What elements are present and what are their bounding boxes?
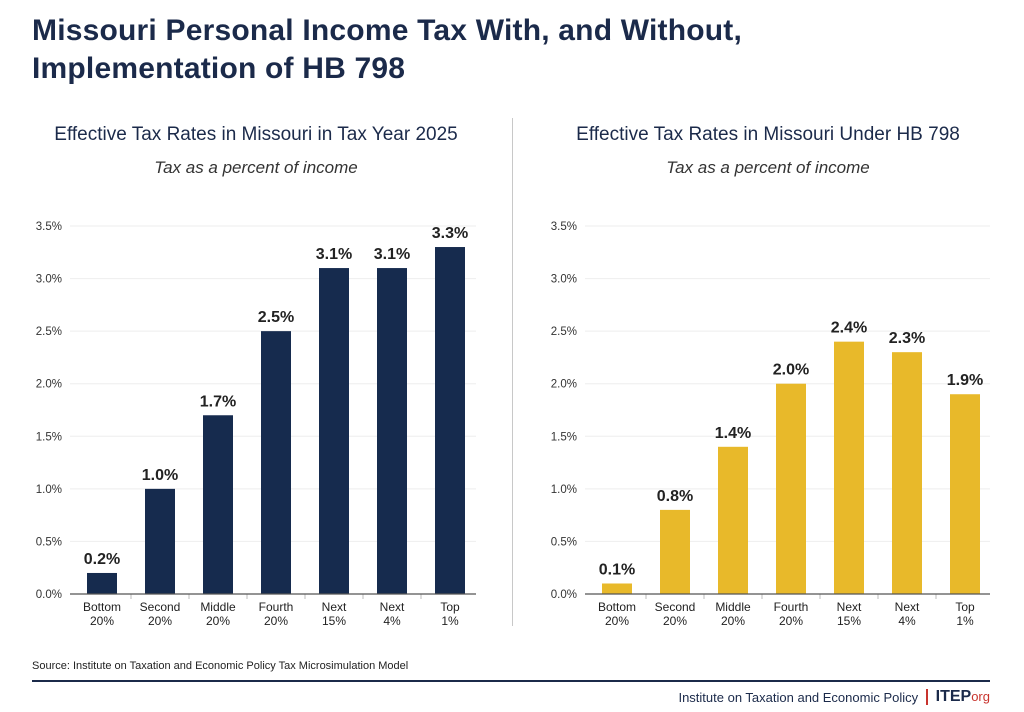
left-x-tick-label: Fourth <box>259 600 294 614</box>
left-chart-title: Effective Tax Rates in Missouri in Tax Y… <box>54 124 458 145</box>
right-chart-title: Effective Tax Rates in Missouri Under HB… <box>576 124 960 145</box>
right-y-tick-label: 2.0% <box>551 379 577 391</box>
left-y-tick-label: 3.5% <box>36 221 62 233</box>
left-bar <box>319 268 349 594</box>
footer-rule <box>32 680 990 682</box>
right-bar <box>718 446 748 594</box>
left-x-tick-label: Middle <box>200 600 236 614</box>
left-y-tick-label: 2.5% <box>36 326 62 338</box>
left-x-tick-label: 20% <box>90 614 114 628</box>
right-y-tick-label: 2.5% <box>551 326 577 338</box>
right-data-label: 0.8% <box>657 488 693 505</box>
left-y-tick-label: 3.0% <box>36 274 62 286</box>
itep-logo: ITEPorg <box>936 688 990 706</box>
right-bar <box>776 383 806 594</box>
right-data-label: 1.9% <box>947 372 983 389</box>
right-data-label: 2.4% <box>831 320 867 337</box>
right-y-tick-label: 3.0% <box>551 274 577 286</box>
right-bar <box>950 394 980 594</box>
right-x-tick-label: 4% <box>898 614 916 628</box>
left-y-tick-label: 2.0% <box>36 379 62 391</box>
source-note: Source: Institute on Taxation and Econom… <box>32 660 409 672</box>
left-x-tick-label: 4% <box>383 614 401 628</box>
left-x-tick-label: 1% <box>441 614 459 628</box>
left-data-label: 2.5% <box>258 309 294 326</box>
right-y-tick-label: 1.5% <box>551 431 577 443</box>
left-chart-subtitle: Tax as a percent of income <box>154 158 358 177</box>
right-data-label: 1.4% <box>715 425 751 442</box>
right-y-tick-label: 3.5% <box>551 221 577 233</box>
right-x-tick-label: Next <box>895 600 920 614</box>
title-line-2: Implementation of HB 798 <box>32 52 406 85</box>
left-x-tick-label: Top <box>440 600 460 614</box>
right-x-tick-label: 15% <box>837 614 861 628</box>
left-data-label: 3.3% <box>432 225 468 242</box>
footer-org-name: Institute on Taxation and Economic Polic… <box>678 689 919 705</box>
right-data-label: 0.1% <box>599 561 635 578</box>
right-x-tick-label: Bottom <box>598 600 636 614</box>
left-x-tick-label: Bottom <box>83 600 121 614</box>
right-bar <box>602 583 632 594</box>
left-bar <box>87 572 117 594</box>
left-y-tick-label: 0.0% <box>36 589 62 601</box>
right-bar <box>892 352 922 594</box>
left-y-tick-label: 1.0% <box>36 484 62 496</box>
left-data-label: 1.0% <box>142 467 178 484</box>
chart-divider <box>512 118 513 626</box>
left-data-label: 1.7% <box>200 393 236 410</box>
left-y-tick-label: 1.5% <box>36 431 62 443</box>
right-x-tick-label: Top <box>955 600 975 614</box>
left-y-tick-label: 0.5% <box>36 536 62 548</box>
left-data-label: 3.1% <box>374 246 410 263</box>
right-x-tick-label: 1% <box>956 614 974 628</box>
right-x-tick-label: 20% <box>663 614 687 628</box>
title-line-1: Missouri Personal Income Tax With, and W… <box>32 14 743 47</box>
left-x-tick-label: 20% <box>148 614 172 628</box>
left-data-label: 3.1% <box>316 246 352 263</box>
right-x-tick-label: Middle <box>715 600 751 614</box>
right-y-tick-label: 1.0% <box>551 484 577 496</box>
right-x-tick-label: 20% <box>605 614 629 628</box>
right-x-tick-label: Fourth <box>774 600 809 614</box>
right-x-tick-label: 20% <box>779 614 803 628</box>
left-x-tick-label: Next <box>322 600 347 614</box>
left-x-tick-label: 20% <box>264 614 288 628</box>
right-bar <box>660 509 690 594</box>
left-bar <box>145 488 175 594</box>
right-y-tick-label: 0.5% <box>551 536 577 548</box>
right-x-tick-label: 20% <box>721 614 745 628</box>
footer: Institute on Taxation and Economic Polic… <box>678 688 990 706</box>
right-data-label: 2.3% <box>889 330 925 347</box>
left-x-tick-label: Second <box>140 600 181 614</box>
right-chart-subtitle: Tax as a percent of income <box>666 158 870 177</box>
left-data-label: 0.2% <box>84 551 120 568</box>
footer-separator <box>926 689 928 705</box>
left-bar <box>435 247 465 594</box>
right-bar <box>834 341 864 594</box>
left-x-tick-label: Next <box>380 600 405 614</box>
right-data-label: 2.0% <box>773 362 809 379</box>
left-x-tick-label: 15% <box>322 614 346 628</box>
logo-suffix: org <box>971 689 990 704</box>
page-title: Missouri Personal Income Tax With, and W… <box>32 12 742 88</box>
left-bar <box>203 415 233 594</box>
logo-main: ITEP <box>935 688 972 705</box>
right-y-tick-label: 0.0% <box>551 589 577 601</box>
left-bar <box>261 331 291 594</box>
right-x-tick-label: Next <box>837 600 862 614</box>
left-bar <box>377 268 407 594</box>
left-x-tick-label: 20% <box>206 614 230 628</box>
right-x-tick-label: Second <box>655 600 696 614</box>
